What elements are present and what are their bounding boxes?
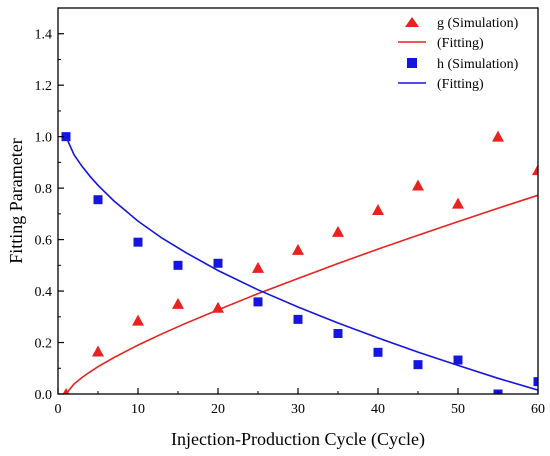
x-tick-label: 60 — [531, 402, 545, 417]
h-simulation-point — [453, 355, 463, 365]
h-simulation-point — [173, 260, 183, 270]
g-simulation-point — [252, 261, 264, 273]
y-tick-label: 0.2 — [35, 337, 53, 352]
h-simulation-point — [213, 258, 223, 268]
legend-label: h (Simulation) — [437, 57, 519, 72]
x-tick-label: 0 — [55, 402, 62, 417]
legend-item-h-simulation: h (Simulation) — [407, 57, 519, 72]
legend-label: g (Simulation) — [437, 16, 519, 31]
legend-item-g-simulation: g (Simulation) — [405, 16, 519, 31]
x-tick-label: 20 — [211, 402, 225, 417]
g-simulation-point — [212, 301, 224, 313]
x-axis-title: Injection-Production Cycle (Cycle) — [171, 429, 425, 450]
y-tick-label: 0.4 — [35, 285, 53, 300]
y-axis-title: Fitting Parameter — [6, 138, 26, 263]
g-simulation-point — [62, 388, 70, 394]
g-simulation-point — [92, 345, 104, 357]
g-simulation-point — [412, 179, 424, 191]
y-tick-label: 1.2 — [35, 79, 53, 94]
h-simulation-point — [413, 360, 423, 370]
g-simulation-point — [452, 197, 464, 209]
g-simulation-point — [172, 297, 184, 309]
h-simulation-point — [253, 297, 263, 307]
y-tick-label: 0.8 — [35, 182, 53, 197]
legend-label: (Fitting) — [437, 77, 484, 92]
g-simulation-point — [492, 130, 504, 142]
x-tick-label: 30 — [291, 402, 305, 417]
g-simulation-point — [292, 243, 304, 255]
x-tick-label: 50 — [451, 402, 465, 417]
legend-item-h-fitting: (Fitting) — [398, 77, 484, 92]
h-simulation-point — [133, 237, 143, 247]
h-simulation-point — [61, 132, 71, 142]
h-simulation-point — [293, 314, 303, 324]
x-tick-label: 40 — [371, 402, 385, 417]
y-tick-label: 1.0 — [35, 131, 53, 146]
legend-label: (Fitting) — [437, 36, 484, 51]
h-simulation-point — [533, 377, 538, 387]
h-simulation-point — [93, 195, 103, 205]
y-tick-label: 0.6 — [35, 234, 53, 249]
x-tick-label: 10 — [131, 402, 145, 417]
legend: g (Simulation) (Fitting) h (Simulation) … — [398, 16, 519, 92]
g-simulation-point — [332, 225, 344, 237]
fitting-curve — [65, 136, 538, 391]
legend-item-g-fitting: (Fitting) — [398, 36, 484, 51]
legend-marker-triangle — [405, 17, 419, 27]
y-tick-label: 1.4 — [35, 28, 53, 43]
g-simulation-point — [132, 314, 144, 326]
h-simulation-point — [333, 329, 343, 339]
g-simulation-point — [532, 164, 538, 176]
y-tick-label: 0.0 — [35, 388, 53, 403]
fitting-curve — [65, 194, 538, 394]
h-simulation-point — [373, 347, 383, 357]
legend-marker-square — [407, 58, 417, 68]
g-simulation-point — [372, 204, 384, 216]
